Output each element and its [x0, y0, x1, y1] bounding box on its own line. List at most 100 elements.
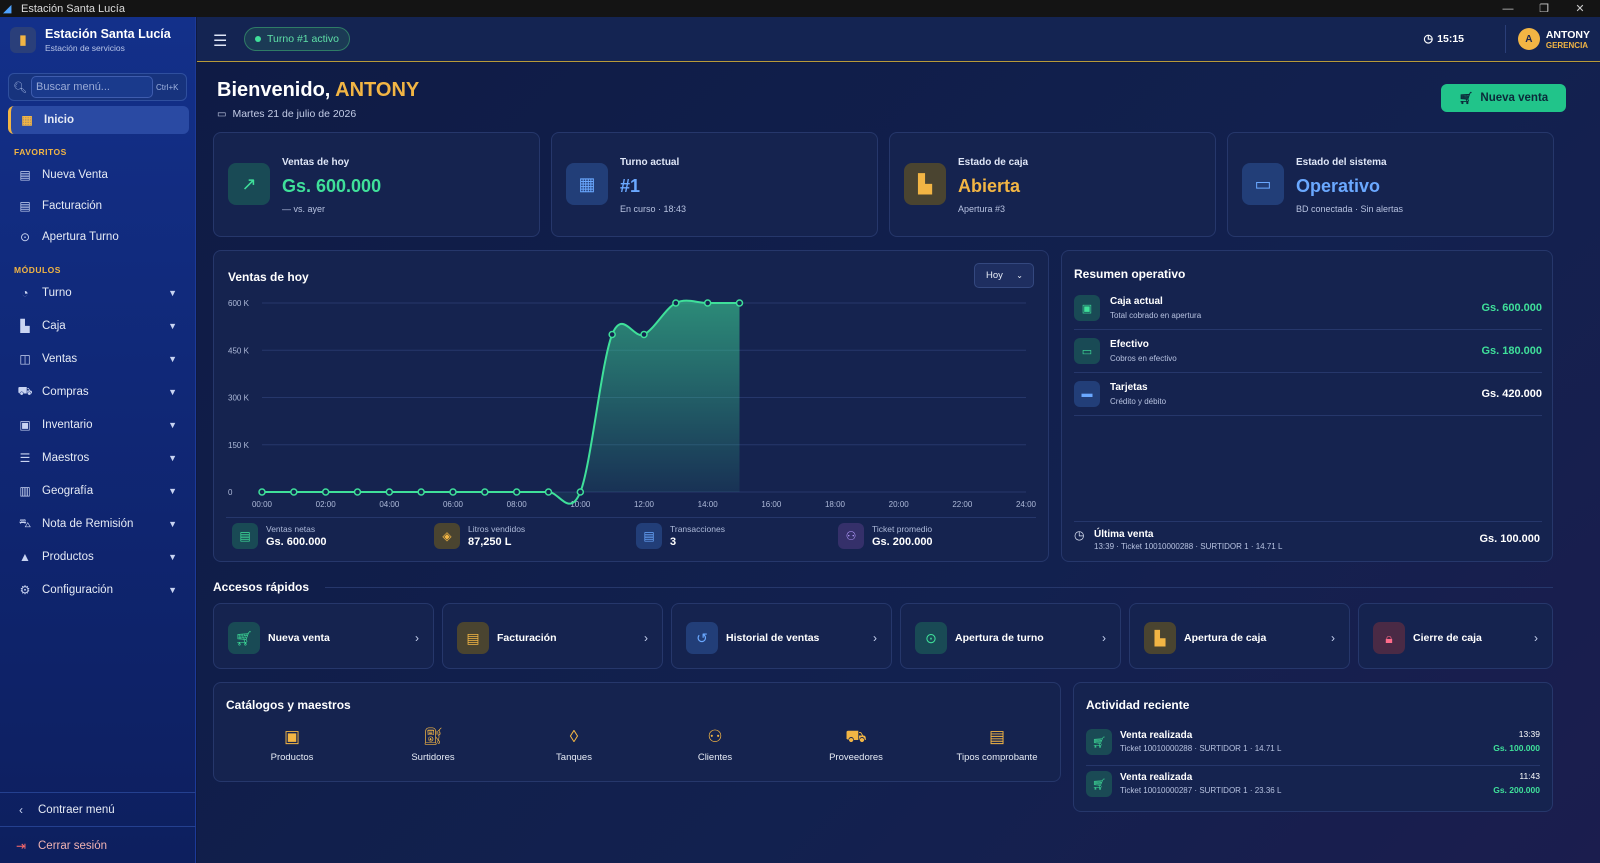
quick-nueva-venta[interactable]: 🛒︎ Nueva venta › — [213, 603, 434, 669]
chart-point — [258, 488, 266, 496]
chart-x-tick-label: 22:00 — [952, 500, 973, 509]
activity-item[interactable]: 🛒︎ Venta realizada Ticket 10010000288 · … — [1086, 725, 1540, 765]
users-icon: ⚇ — [707, 727, 723, 746]
shift-status-pill: Turno #1 activo — [244, 27, 350, 51]
cart-icon: 🛒︎ — [1086, 771, 1112, 797]
summary-row-sub: Total cobrado en apertura — [1110, 311, 1202, 320]
new-sale-button[interactable]: 🛒︎ Nueva venta — [1441, 84, 1566, 112]
catalog-proveedores[interactable]: ⛟ Proveedores — [796, 727, 916, 763]
chart-point — [290, 488, 298, 496]
close-icon[interactable]: ✕ — [1575, 3, 1585, 15]
stat-ventas-netas: ▤ Ventas netas Gs. 600.000 — [232, 523, 327, 549]
current-date: ▭ Martes 21 de julio de 2026 — [217, 108, 356, 120]
cash-register-icon: ▙ — [904, 163, 946, 205]
play-circle-icon: ⊙ — [915, 622, 947, 654]
sidebar-item-apertura-turno[interactable]: ⊙ Apertura Turno — [8, 223, 189, 251]
catalog-clientes[interactable]: ⚇ Clientes — [655, 727, 775, 763]
sidebar-item-productos[interactable]: ▲ Productos ▼ — [8, 543, 189, 571]
user-menu[interactable]: A ANTONY GERENCIA — [1504, 25, 1590, 53]
receipt-icon: ▤ — [457, 622, 489, 654]
sidebar: ▮ Estación Santa Lucía Estación de servi… — [0, 17, 196, 863]
hamburger-menu-icon[interactable]: ☰ — [213, 33, 228, 50]
catalog-label: Clientes — [697, 752, 733, 763]
period-select[interactable]: Hoy ⌄ — [974, 263, 1034, 288]
summary-row-title: Efectivo — [1110, 339, 1149, 350]
gear-icon: ⚙ — [19, 583, 31, 597]
restore-icon[interactable]: ❐ — [1539, 3, 1549, 15]
catalog-productos[interactable]: ▣ Productos — [232, 727, 352, 763]
quick-apertura-caja[interactable]: ▙ Apertura de caja › — [1129, 603, 1350, 669]
sidebar-item-label: Turno — [42, 287, 72, 299]
chart-y-tick-label: 150 K — [228, 441, 250, 450]
catalog-label: Surtidores — [411, 752, 455, 763]
chart-point — [672, 299, 680, 307]
sidebar-item-label: Nueva Venta — [42, 169, 108, 181]
quick-apertura-turno[interactable]: ⊙ Apertura de turno › — [900, 603, 1121, 669]
sidebar-item-turno[interactable]: ◔ Turno ▼ — [8, 279, 189, 307]
main-content: Bienvenido, ANTONY ▭ Martes 21 de julio … — [197, 63, 1600, 863]
date-label: Martes 21 de julio de 2026 — [232, 108, 357, 120]
new-sale-label: Nueva venta — [1480, 92, 1549, 104]
sidebar-item-label: Configuración — [42, 584, 113, 596]
summary-title: Resumen operativo — [1074, 267, 1186, 281]
kpi-label: Estado de caja — [958, 157, 1029, 168]
history-icon: ↺ — [686, 622, 718, 654]
logout-label: Cerrar sesión — [38, 840, 108, 852]
quick-access-divider — [325, 587, 1553, 588]
stat-transacciones: ▤ Transacciones 3 — [636, 523, 725, 549]
quick-access-label: Apertura de turno — [955, 632, 1044, 644]
minimize-icon[interactable]: — — [1502, 2, 1514, 15]
chevron-right-icon: › — [415, 631, 419, 645]
summary-row-sub: Cobros en efectivo — [1110, 354, 1177, 363]
sales-area-chart: 0 150 K 300 K 450 K 600 K 00:00 02:00 04:00 06:0… — [228, 299, 1037, 509]
sidebar-item-configuracion[interactable]: ⚙ Configuración ▼ — [8, 576, 189, 604]
stat-litros: ◈ Litros vendidos 87,250 L — [434, 523, 525, 549]
activity-title: Actividad reciente — [1086, 698, 1190, 712]
chart-x-tick-label: 08:00 — [507, 500, 528, 509]
sidebar-item-compras[interactable]: ⛟ Compras ▼ — [8, 378, 189, 406]
logout-section: ⇥ Cerrar sesión — [0, 826, 196, 863]
kpi-sub: — vs. ayer — [282, 204, 326, 214]
summary-row-value: Gs. 600.000 — [1481, 302, 1542, 314]
logout-icon: ⇥ — [15, 839, 27, 853]
activity-item-time: 11:43 — [1519, 771, 1540, 781]
quick-historial-ventas[interactable]: ↺ Historial de ventas › — [671, 603, 892, 669]
activity-item[interactable]: 🛒︎ Venta realizada Ticket 10010000287 · … — [1086, 767, 1540, 807]
fuel-pump-icon: ⛽︎ — [422, 727, 444, 746]
cash-register-icon: ▙ — [20, 319, 30, 333]
sidebar-item-facturacion[interactable]: ▤ Facturación — [8, 192, 189, 220]
quick-cierre-caja[interactable]: 🔒︎ Cierre de caja › — [1358, 603, 1553, 669]
favorites-heading: FAVORITOS — [14, 147, 67, 157]
catalog-tipos-comprobante[interactable]: ▤ Tipos comprobante — [937, 727, 1057, 763]
grid-icon: ▦ — [21, 113, 33, 127]
sidebar-item-label: Inventario — [42, 419, 93, 431]
collapse-menu-button[interactable]: ‹ Contraer menú — [4, 796, 185, 824]
sidebar-item-caja[interactable]: ▙ Caja ▼ — [8, 312, 189, 340]
kpi-turno-actual: ▦ Turno actual #1 En curso · 18:43 — [551, 132, 878, 237]
sidebar-item-ventas[interactable]: ◫ Ventas ▼ — [8, 345, 189, 373]
catalog-surtidores[interactable]: ⛽︎ Surtidores — [373, 727, 493, 763]
sidebar-item-inventario[interactable]: ▣ Inventario ▼ — [8, 411, 189, 439]
sidebar-item-label: Apertura Turno — [42, 231, 119, 243]
cart-icon: 🛒︎ — [1458, 93, 1474, 105]
sidebar-item-nota-remision[interactable]: ⛍ Nota de Remisión ▼ — [8, 510, 189, 538]
sidebar-item-maestros[interactable]: ☰ Maestros ▼ — [8, 444, 189, 472]
sidebar-item-inicio[interactable]: ▦ Inicio — [8, 106, 189, 134]
logout-button[interactable]: ⇥ Cerrar sesión — [4, 832, 185, 860]
quick-facturacion[interactable]: ▤ Facturación › — [442, 603, 663, 669]
quick-access-label: Historial de ventas — [726, 632, 820, 644]
catalog-tanques[interactable]: ◊ Tanques — [514, 727, 634, 763]
chart-x-tick-label: 18:00 — [825, 500, 846, 509]
stat-label: Ventas netas — [266, 524, 316, 534]
map-icon: ▥ — [19, 484, 31, 498]
chart-x-tick-label: 16:00 — [761, 500, 782, 509]
receipt-icon: ▤ — [19, 199, 31, 213]
quick-access-label: Apertura de caja — [1184, 632, 1267, 644]
sidebar-item-geografia[interactable]: ▥ Geografía ▼ — [8, 477, 189, 505]
cash-icon: ▭ — [1074, 338, 1100, 364]
summary-row-title: Tarjetas — [1110, 382, 1148, 393]
clock-icon: ◔ — [21, 286, 29, 300]
sidebar-item-nueva-venta[interactable]: ▤ Nueva Venta — [8, 161, 189, 189]
quick-access-title: Accesos rápidos — [213, 580, 310, 594]
menu-search-input[interactable] — [31, 76, 153, 98]
